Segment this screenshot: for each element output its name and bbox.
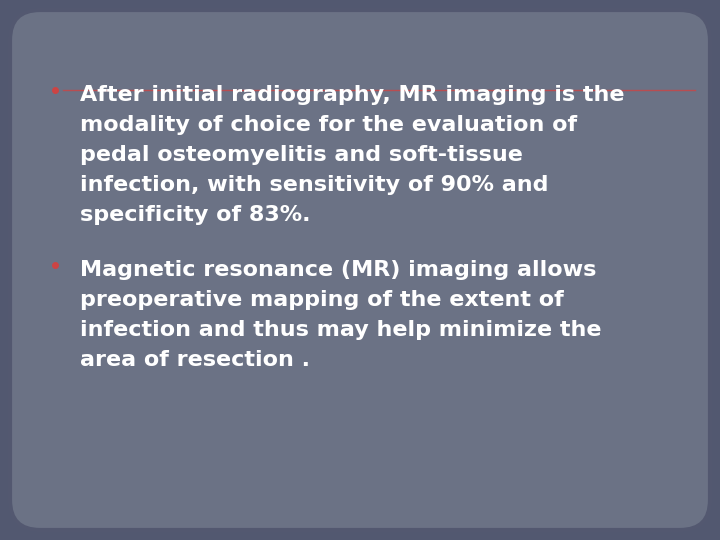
FancyBboxPatch shape — [10, 10, 710, 530]
Text: After initial radiography, MR imaging is the: After initial radiography, MR imaging is… — [80, 85, 624, 105]
Text: modality of choice for the evaluation of: modality of choice for the evaluation of — [80, 115, 577, 135]
Text: area of resection .: area of resection . — [80, 350, 310, 370]
Text: preoperative mapping of the extent of: preoperative mapping of the extent of — [80, 290, 564, 310]
Text: pedal osteomyelitis and soft-tissue: pedal osteomyelitis and soft-tissue — [80, 145, 523, 165]
Text: infection and thus may help minimize the: infection and thus may help minimize the — [80, 320, 601, 340]
Text: specificity of 83%.: specificity of 83%. — [80, 205, 310, 225]
Text: infection, with sensitivity of 90% and: infection, with sensitivity of 90% and — [80, 175, 549, 195]
Text: Magnetic resonance (MR) imaging allows: Magnetic resonance (MR) imaging allows — [80, 260, 596, 280]
